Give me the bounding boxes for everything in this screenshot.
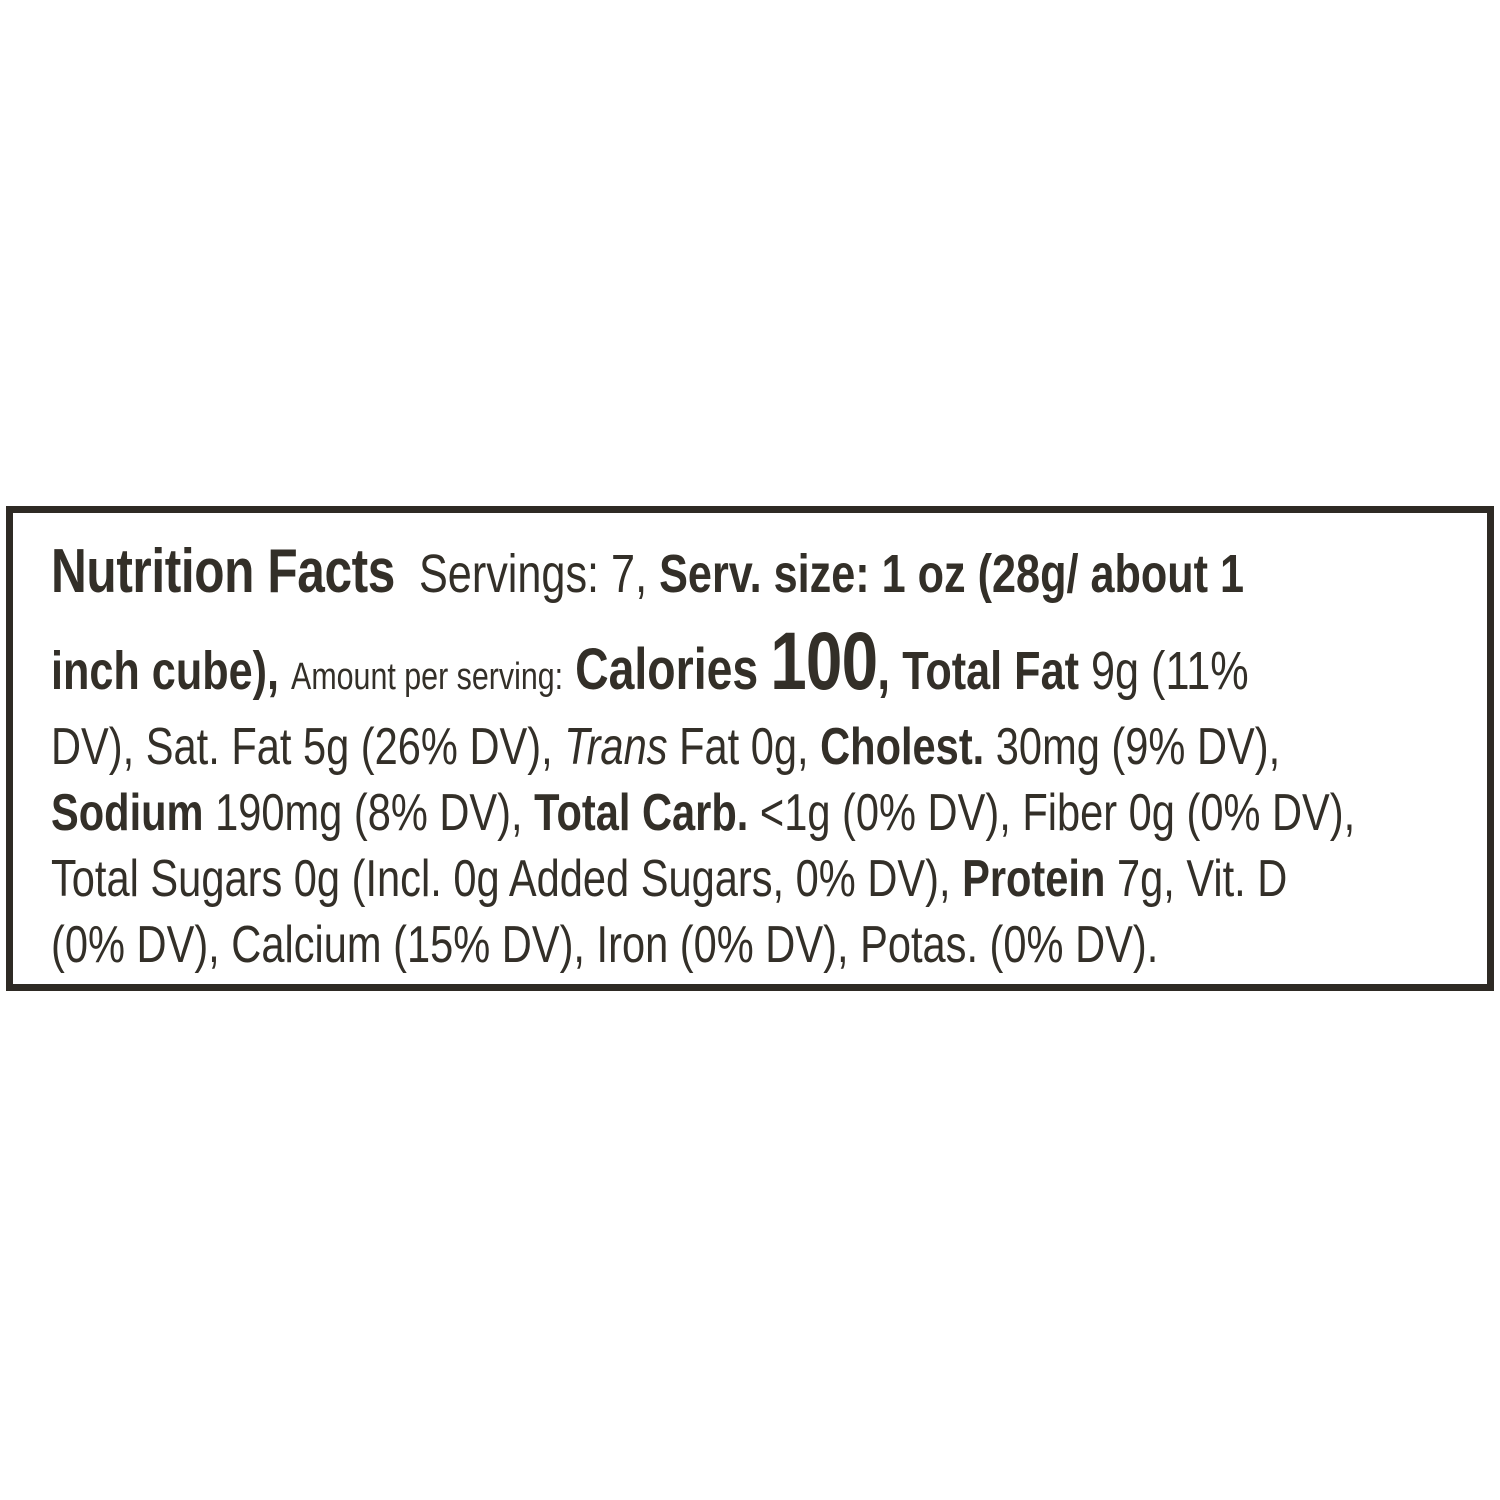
serving-size-text-part2: inch cube), [51,641,280,701]
nutrition-facts-title: Nutrition Facts [51,537,395,606]
cholesterol-value: 30mg (9% DV), [995,718,1281,776]
trans-fat-label: Trans [564,718,668,776]
nutrition-facts-panel: Nutrition Facts Servings: 7, Serv. size:… [6,506,1494,991]
nutrition-line-3: DV), Sat. Fat 5g (26% DV), Trans Fat 0g,… [51,714,1477,780]
nutrition-line-1: Nutrition Facts Servings: 7, Serv. size:… [51,533,1477,613]
total-carb-label: Total Carb. [534,784,749,842]
nutrition-facts-text-block: Nutrition Facts Servings: 7, Serv. size:… [51,533,1477,978]
amount-per-serving-text: Amount per serving: [291,656,564,698]
total-fat-label: Total Fat [902,641,1079,701]
serving-size-text-part1: Serv. size: 1 oz (28g/ about 1 [659,544,1245,604]
servings-text: Servings: 7, [418,544,648,604]
total-sugars-run: Total Sugars 0g (Incl. 0g Added Sugars, … [51,850,951,908]
nutrition-line-6: (0% DV), Calcium (15% DV), Iron (0% DV),… [51,912,1477,978]
protein-value: 7g, Vit. D [1116,850,1288,908]
micronutrients-run: (0% DV), Calcium (15% DV), Iron (0% DV),… [51,916,1159,974]
protein-label: Protein [962,850,1106,908]
calories-label: Calories [575,637,759,702]
trans-fat-value: Fat 0g, [679,718,809,776]
nutrition-line-2: inch cube), Amount per serving: Calories… [51,621,1477,716]
sat-fat-run: DV), Sat. Fat 5g (26% DV), [51,718,553,776]
calories-comma: , [877,637,891,702]
total-carb-value: <1g (0% DV), Fiber 0g (0% DV), [759,784,1356,842]
sodium-label: Sodium [51,784,204,842]
calories-value: 100 [770,616,878,707]
cholesterol-label: Cholest. [820,718,985,776]
total-fat-value: 9g (11% [1091,641,1249,701]
sodium-value: 190mg (8% DV), [215,784,523,842]
nutrition-line-4: Sodium 190mg (8% DV), Total Carb. <1g (0… [51,780,1477,846]
nutrition-line-5: Total Sugars 0g (Incl. 0g Added Sugars, … [51,846,1477,912]
